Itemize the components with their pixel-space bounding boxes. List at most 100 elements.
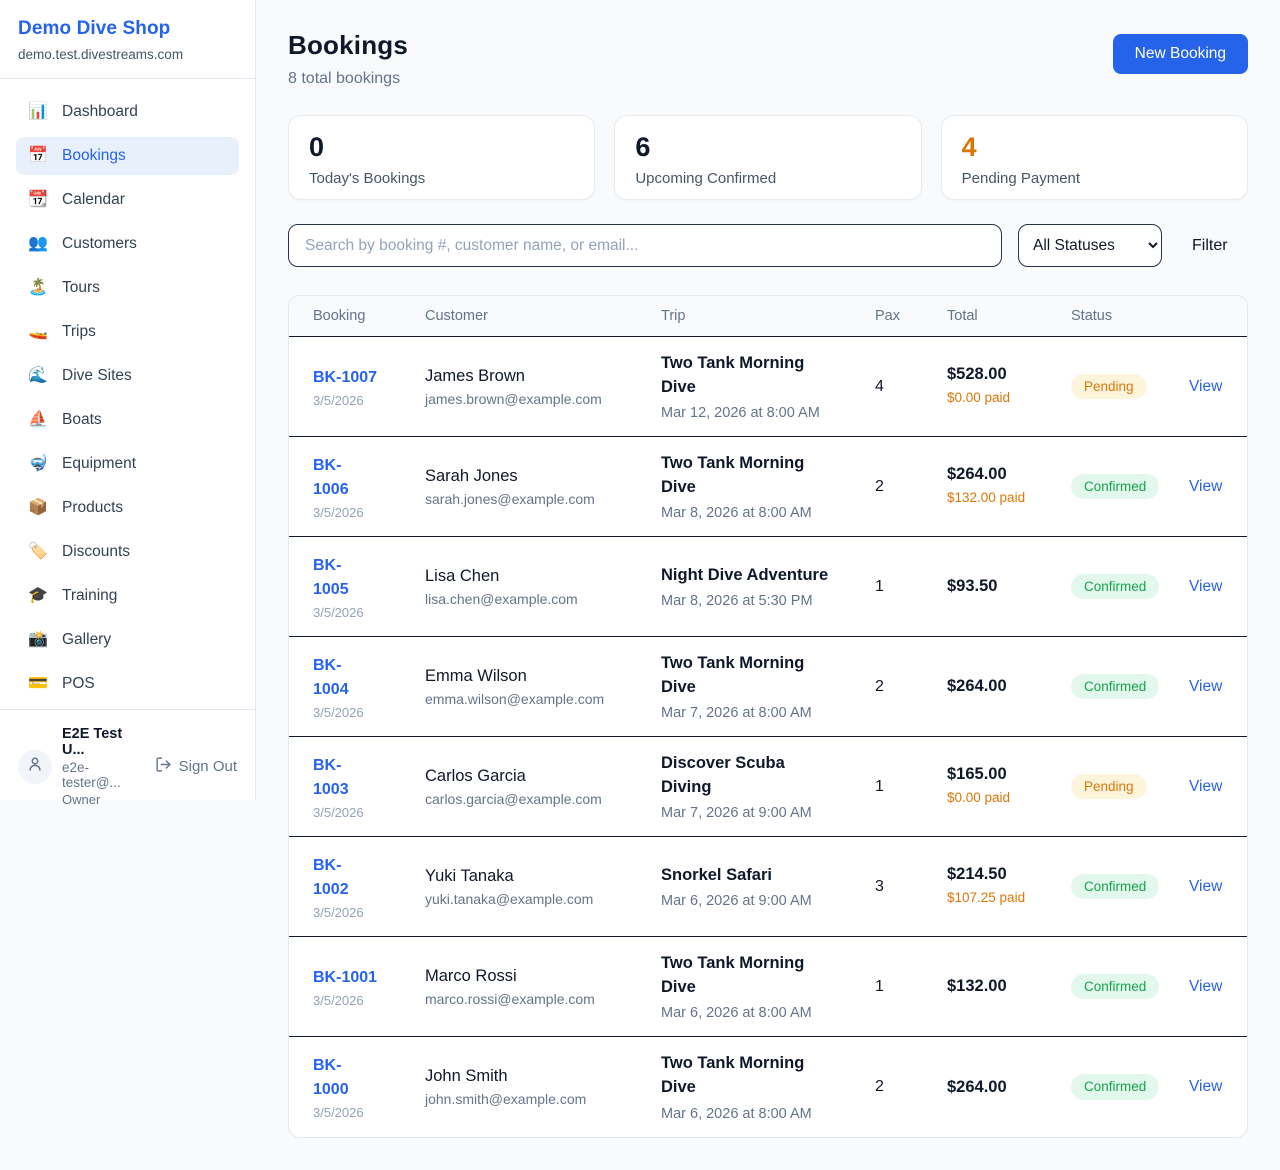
booking-date: 3/5/2026 [313,504,364,520]
status-filter-select[interactable]: All Statuses [1018,224,1162,267]
table-row: BK- 1004 3/5/2026 Emma Wilson emma.wilso… [289,637,1247,737]
view-link[interactable]: View [1189,977,1223,995]
trip-name: Discover Scuba Diving [661,753,785,796]
sidebar-item-customers[interactable]: 👥 Customers [16,225,239,263]
booking-date: 3/5/2026 [313,1105,364,1120]
customer-name: Carlos Garcia [425,766,526,785]
table-body: BK-1007 3/5/2026 James Brown james.brown… [289,337,1247,1137]
stat-label: Today's Bookings [309,169,426,187]
status-badge: Confirmed [1071,673,1160,700]
booking-number-link[interactable]: BK- 1000 [313,1057,349,1098]
pax-count: 1 [875,977,884,995]
paid-amount: $132.00 paid [947,490,1026,506]
stat-label: Upcoming Confirmed [635,169,777,187]
status-badge: Confirmed [1071,573,1160,600]
customer-name: Sarah Jones [425,466,518,485]
total-amount: $165.00 [947,765,1007,784]
stat-value: 4 [961,132,977,162]
table-row: BK-1007 3/5/2026 James Brown james.brown… [289,337,1247,437]
booking-number-link[interactable]: BK-1001 [313,968,378,986]
sign-out-button[interactable]: Sign Out [155,756,237,777]
booking-number-link[interactable]: BK- 1002 [313,856,349,898]
status-badge: Confirmed [1071,873,1160,900]
page-title: Bookings [288,30,409,60]
sidebar-nav: 📊 Dashboard 📅 Bookings 📆 Calendar 👥 Cust… [0,79,255,709]
customer-email: emma.wilson@example.com [425,690,605,707]
status-badge: Confirmed [1071,973,1160,1000]
booking-number-link[interactable]: BK-1007 [313,368,378,386]
search-input[interactable] [288,224,1002,267]
sidebar-item-calendar[interactable]: 📆 Calendar [16,181,239,219]
view-link[interactable]: View [1189,577,1223,595]
sidebar-item-dive-sites[interactable]: 🌊 Dive Sites [16,357,239,395]
user-role: Owner [62,792,101,807]
sidebar-item-equipment[interactable]: 🤿 Equipment [16,445,239,483]
table-header-row: Booking Customer Trip Pax Total Status [289,296,1247,337]
status-badge: Pending [1071,773,1147,800]
pax-count: 1 [875,777,884,795]
booking-date: 3/5/2026 [313,904,364,920]
sidebar-item-label: Trips [62,323,96,340]
column-header-status: Status [1071,308,1113,324]
products-package-icon: 📦 [28,499,48,516]
total-amount: $528.00 [947,365,1007,384]
column-header-pax: Pax [875,308,900,324]
view-link[interactable]: View [1189,1078,1223,1095]
training-cap-icon: 🎓 [28,587,48,604]
table-row: BK- 1006 3/5/2026 Sarah Jones sarah.jone… [289,437,1247,537]
trip-name: Two Tank Morning Dive [661,953,805,996]
pax-count: 2 [875,477,884,495]
sidebar-item-boats[interactable]: ⛵ Boats [16,401,239,439]
tours-island-icon: 🏝️ [28,279,48,296]
booking-number-link[interactable]: BK- 1006 [313,456,349,498]
pax-count: 1 [875,577,884,595]
sidebar-item-tours[interactable]: 🏝️ Tours [16,269,239,307]
booking-number-link[interactable]: BK- 1003 [313,756,349,798]
new-booking-button[interactable]: New Booking [1112,34,1248,74]
sidebar-item-bookings[interactable]: 📅 Bookings [16,137,239,175]
view-link[interactable]: View [1189,877,1223,895]
booking-number-link[interactable]: BK- 1004 [313,656,349,698]
sidebar-item-gallery[interactable]: 📸 Gallery [16,621,239,659]
user-name: E2E Test U... [62,726,123,758]
trip-name: Two Tank Morning Dive [661,1054,805,1096]
view-link[interactable]: View [1189,677,1223,695]
sidebar-item-dashboard[interactable]: 📊 Dashboard [16,93,239,131]
customer-name: Yuki Tanaka [425,866,514,885]
table-row: BK- 1005 3/5/2026 Lisa Chen lisa.chen@ex… [289,537,1247,637]
customer-name: Emma Wilson [425,666,527,685]
sidebar-item-products[interactable]: 📦 Products [16,489,239,527]
view-link[interactable]: View [1189,377,1223,395]
sidebar-header: Demo Dive Shop demo.test.divestreams.com [0,0,255,79]
sign-out-label: Sign Out [178,758,237,775]
dive-sites-wave-icon: 🌊 [28,367,48,384]
customer-name: Lisa Chen [425,566,500,585]
booking-number-link[interactable]: BK- 1005 [313,556,349,598]
sidebar-item-label: Customers [62,235,137,252]
avatar [18,749,52,784]
view-link[interactable]: View [1189,777,1223,795]
trip-name: Two Tank Morning Dive [661,453,805,496]
booking-date: 3/5/2026 [313,804,364,820]
customer-email: john.smith@example.com [425,1091,587,1107]
booking-date: 3/5/2026 [313,992,364,1008]
table-row: BK- 1002 3/5/2026 Yuki Tanaka yuki.tanak… [289,837,1247,937]
sidebar-item-discounts[interactable]: 🏷️ Discounts [16,533,239,571]
stat-card: 6 Upcoming Confirmed [614,115,922,200]
main-content: Bookings 8 total bookings New Booking 0 … [256,0,1280,1170]
sign-out-icon [155,756,172,777]
sidebar-item-label: Tours [62,279,100,296]
view-link[interactable]: View [1189,477,1223,495]
bookings-calendar-icon: 📅 [28,147,48,164]
sidebar-item-training[interactable]: 🎓 Training [16,577,239,615]
trip-datetime: Mar 8, 2026 at 5:30 PM [661,593,813,610]
sidebar-item-pos[interactable]: 💳 POS [16,665,239,703]
filter-button[interactable]: Filter [1192,236,1228,254]
paid-amount: $107.25 paid [947,890,1026,906]
sidebar-item-label: Calendar [62,191,125,208]
pax-count: 2 [875,677,884,695]
booking-date: 3/5/2026 [313,392,364,408]
sidebar-item-trips[interactable]: 🚤 Trips [16,313,239,351]
stat-card: 4 Pending Payment [940,115,1248,200]
stat-value: 6 [635,132,651,162]
